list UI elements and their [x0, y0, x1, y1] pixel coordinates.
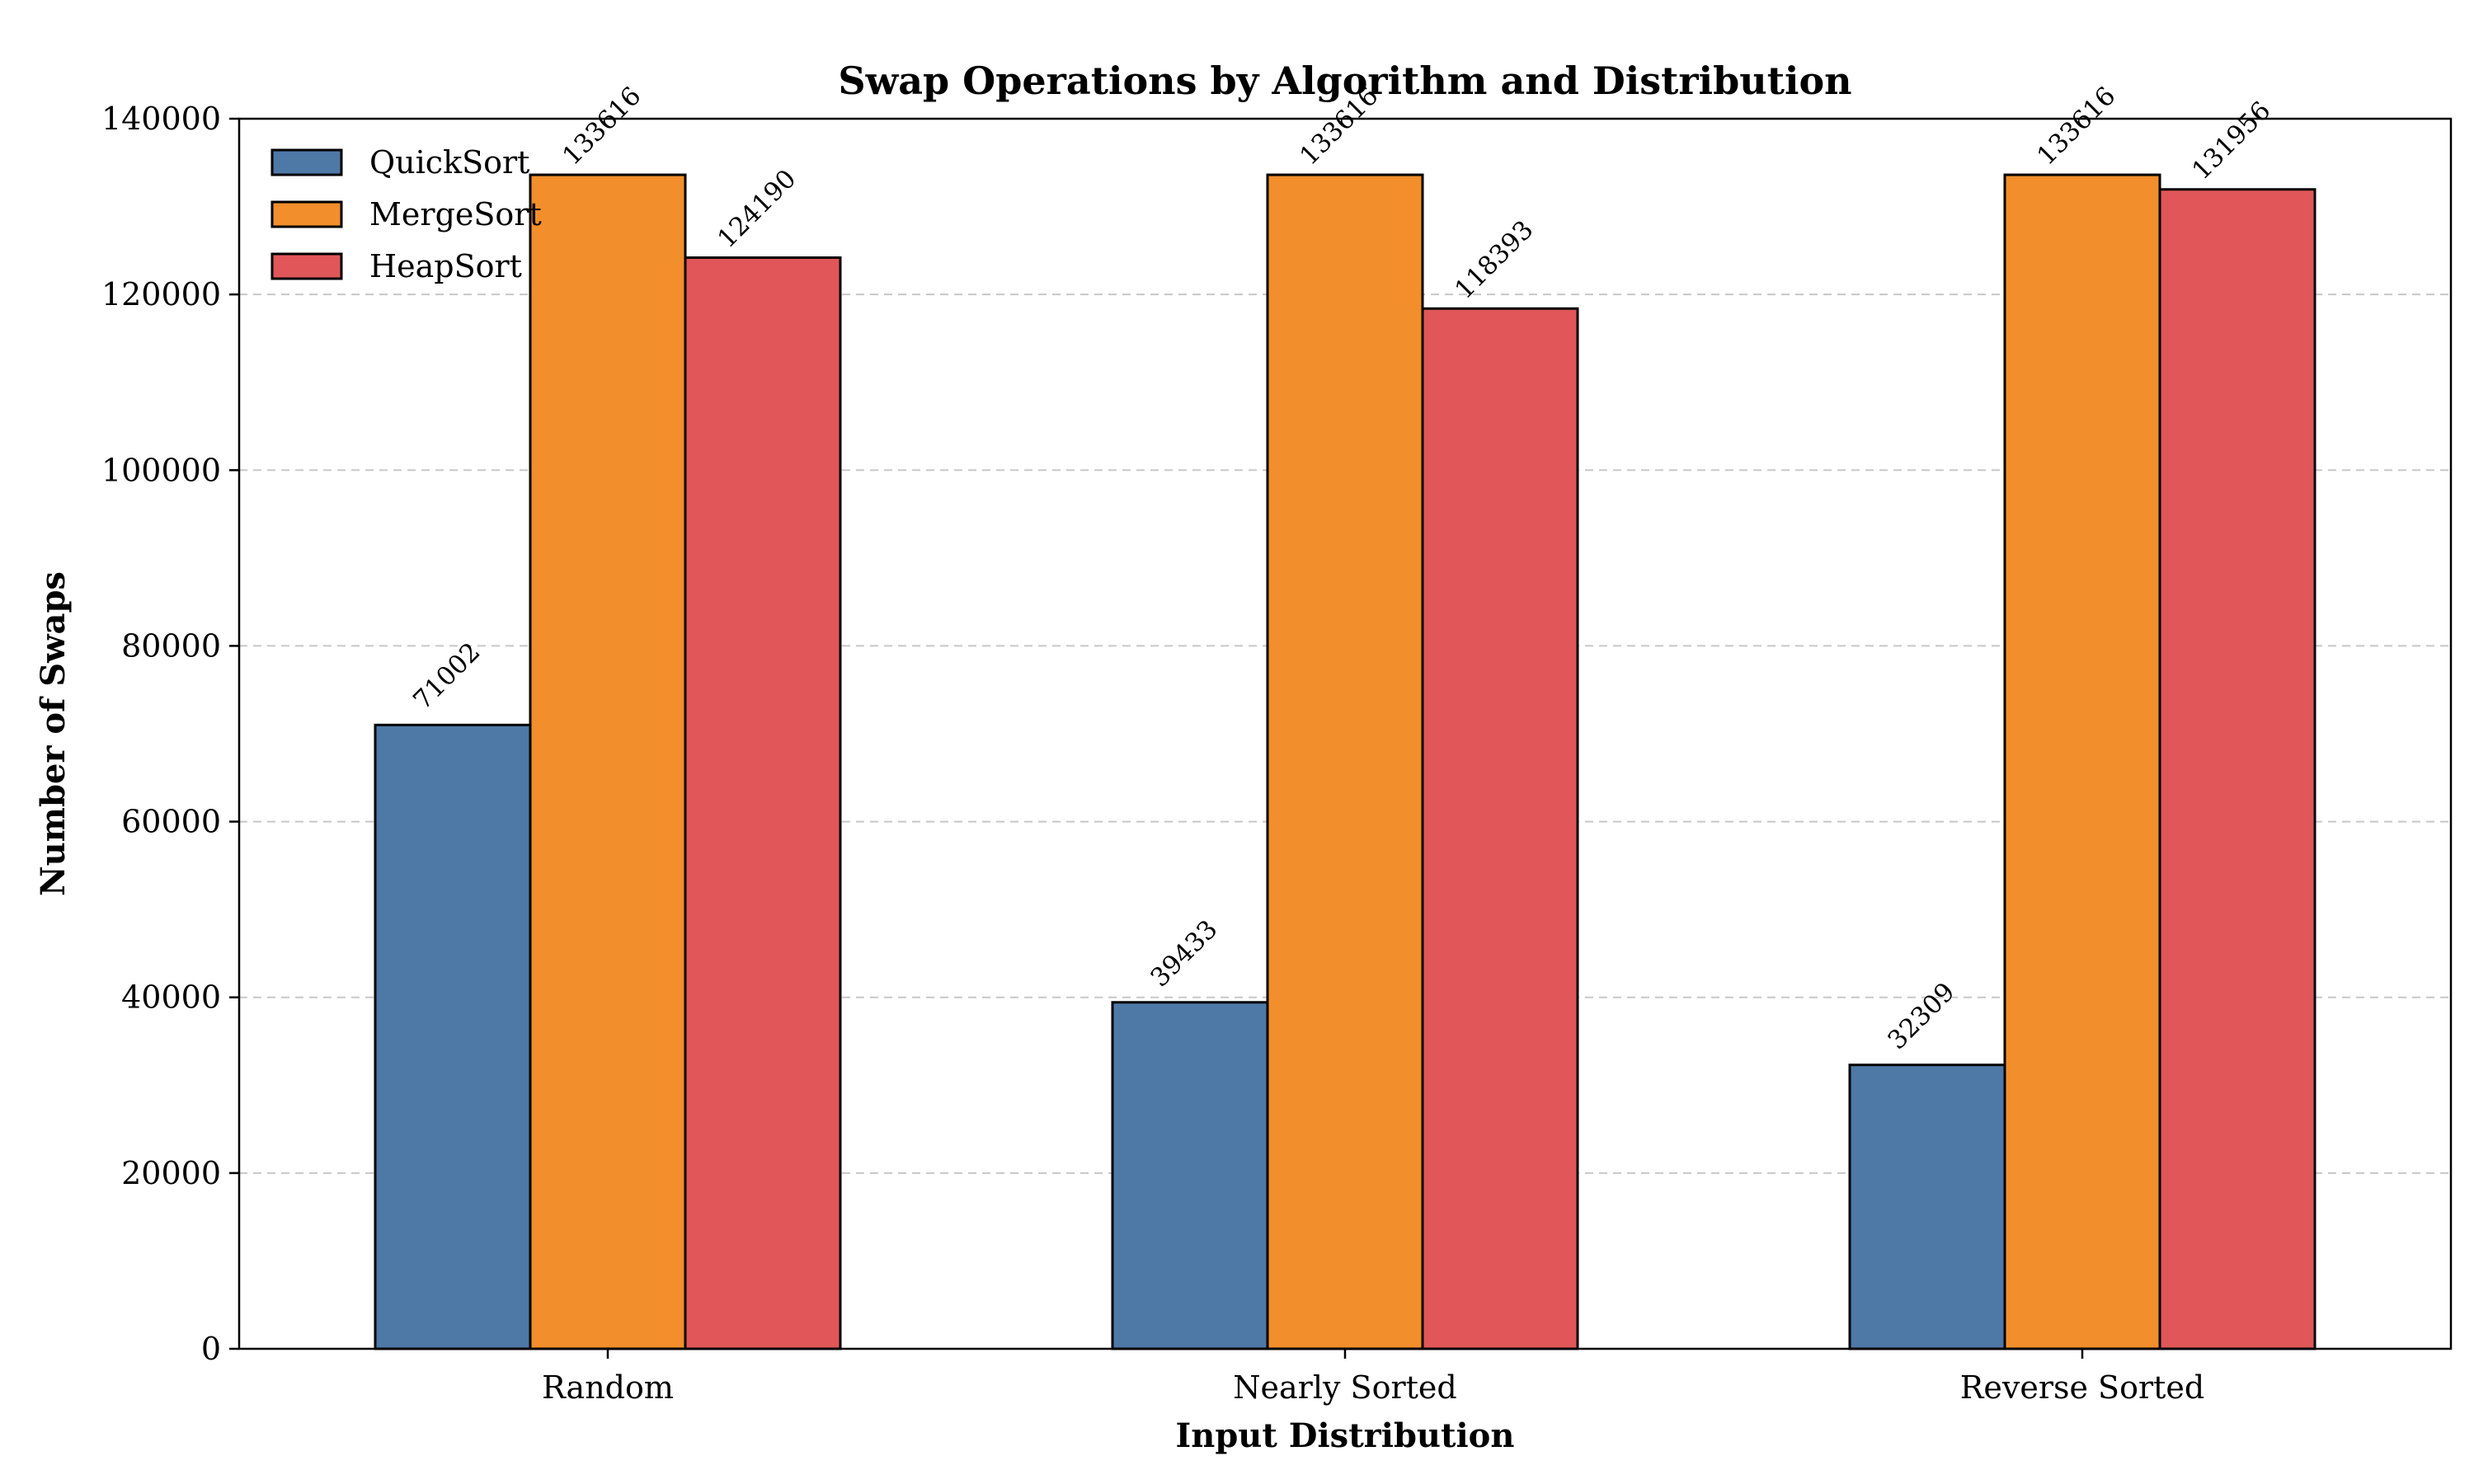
y-tick-label: 20000: [121, 1155, 221, 1191]
y-tick-label: 140000: [101, 101, 221, 137]
y-tick-label: 100000: [101, 452, 221, 488]
data-label: 39433: [1145, 914, 1223, 993]
data-label: 71002: [407, 637, 486, 716]
data-label: 133616: [557, 81, 647, 171]
y-tick-label: 120000: [101, 276, 221, 312]
x-tick-label: Nearly Sorted: [1233, 1369, 1456, 1406]
y-tick-label: 40000: [121, 979, 221, 1016]
x-tick-label: Random: [542, 1369, 674, 1406]
legend-swatch-quicksort: [270, 148, 343, 176]
bar-heapsort-reverse-sorted: [2158, 188, 2316, 1350]
bar-quicksort-random: [374, 723, 532, 1350]
bar-quicksort-nearly-sorted: [1111, 1001, 1269, 1350]
data-label: 131956: [2186, 96, 2276, 186]
x-tick-label: Reverse Sorted: [1960, 1369, 2204, 1406]
data-label: 32309: [1882, 977, 1960, 1055]
bar-mergesort-random: [529, 173, 687, 1350]
data-label: 133616: [2031, 81, 2121, 171]
y-axis-title: Number of Swaps: [34, 571, 73, 896]
y-tick-label: 0: [201, 1331, 221, 1367]
bar-mergesort-reverse-sorted: [2003, 173, 2161, 1350]
bars: [374, 173, 2316, 1350]
bar-mergesort-nearly-sorted: [1266, 173, 1424, 1350]
legend-label-mergesort: MergeSort: [369, 196, 542, 232]
bar-quicksort-reverse-sorted: [1848, 1064, 2006, 1350]
bar-heapsort-nearly-sorted: [1421, 307, 1579, 1350]
chart-title: Swap Operations by Algorithm and Distrib…: [838, 59, 1851, 103]
legend-swatch-mergesort: [270, 200, 343, 228]
x-axis-title: Input Distribution: [1176, 1416, 1515, 1455]
y-tick-label: 80000: [121, 627, 221, 664]
data-label: 124190: [712, 164, 802, 254]
bar-heapsort-random: [684, 256, 842, 1350]
legend-swatch-heapsort: [270, 252, 343, 280]
axes: 0 20000 40000 60000 80000 100000 120000 140000 R…: [101, 101, 2204, 1406]
legend-label-heapsort: HeapSort: [369, 248, 522, 284]
y-tick-label: 60000: [121, 804, 221, 840]
data-label: 118393: [1449, 215, 1539, 305]
legend-label-quicksort: QuickSort: [369, 144, 529, 181]
legend: QuickSort MergeSort HeapSort: [270, 144, 542, 284]
